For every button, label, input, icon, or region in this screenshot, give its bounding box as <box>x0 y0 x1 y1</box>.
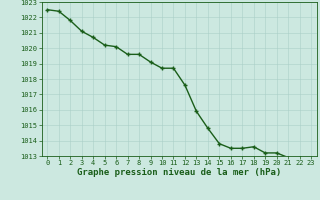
X-axis label: Graphe pression niveau de la mer (hPa): Graphe pression niveau de la mer (hPa) <box>77 168 281 177</box>
